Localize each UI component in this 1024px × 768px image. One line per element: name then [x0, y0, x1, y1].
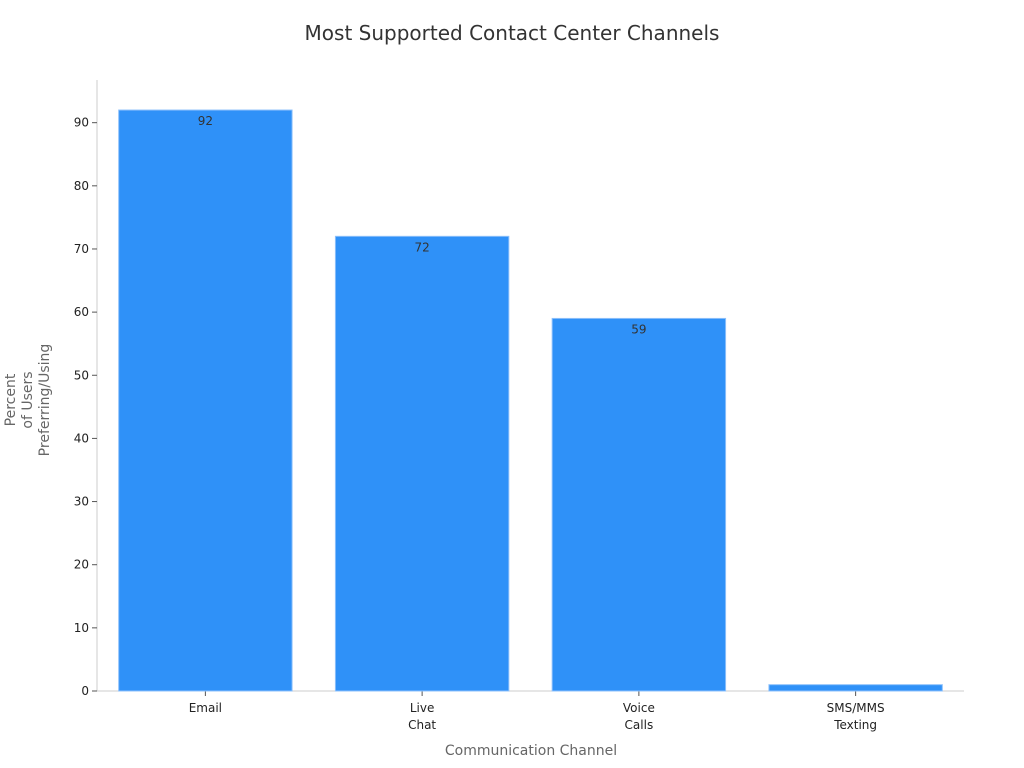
y-tick-label: 20 — [74, 558, 89, 572]
y-tick-label: 70 — [74, 242, 89, 256]
value-label: 72 — [414, 240, 429, 254]
x-tick-label: Email — [189, 701, 222, 715]
bar — [118, 109, 293, 692]
y-tick-label: 10 — [74, 621, 89, 635]
y-tick-label: 90 — [74, 116, 89, 130]
y-tick-label: 0 — [81, 684, 89, 698]
y-tick-label: 40 — [74, 431, 89, 445]
x-tick-label: SMS/MMS Texting — [827, 701, 885, 732]
x-tick-label: Live Chat — [408, 701, 436, 732]
y-tick-label: 60 — [74, 305, 89, 319]
bar — [768, 684, 943, 692]
y-tick-label: 30 — [74, 495, 89, 509]
y-tick-label: 80 — [74, 179, 89, 193]
value-label: 92 — [198, 114, 213, 128]
bar — [551, 317, 727, 692]
bar — [334, 235, 510, 692]
value-label: 59 — [631, 322, 646, 336]
y-tick-label: 50 — [74, 368, 89, 382]
x-tick-label: Voice Calls — [623, 701, 655, 732]
x-axis-label: Communication Channel — [445, 743, 617, 759]
y-axis-label: Percentof UsersPreferring/Using — [3, 344, 53, 457]
chart-title: Most Supported Contact Center Channels — [305, 21, 720, 45]
